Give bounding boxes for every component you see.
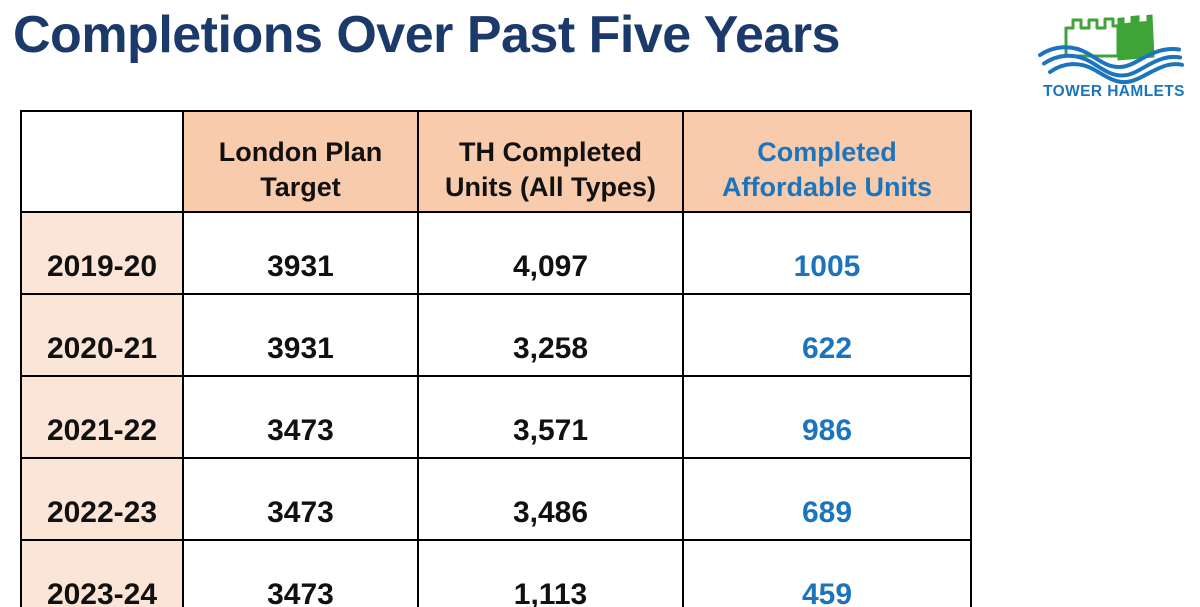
row-label-year: 2019-20 [20, 211, 184, 295]
logo-wordmark: TOWER HAMLETS [1043, 83, 1185, 100]
header-line: Units (All Types) [444, 172, 657, 203]
header-th-completed-units: TH Completed Units (All Types) [417, 110, 684, 213]
castle-front-face [1064, 17, 1120, 58]
completed-affordable-units-value: 986 [682, 375, 972, 459]
table-row: 2022-23 3473 3,486 689 [20, 457, 972, 541]
row-label-year: 2023-24 [20, 539, 184, 607]
header-line: TH Completed [458, 136, 642, 167]
header-line: Completed [757, 136, 897, 167]
th-completed-units-value: 3,571 [417, 375, 684, 459]
th-completed-units-value: 1,113 [417, 539, 684, 607]
completed-affordable-units-value: 689 [682, 457, 972, 541]
london-plan-target-value: 3473 [182, 457, 419, 541]
wave-icon [1042, 53, 1182, 78]
header-london-plan-target: London Plan Target [182, 110, 419, 213]
th-completed-units-value: 4,097 [417, 211, 684, 295]
london-plan-target-value: 3931 [182, 293, 419, 377]
wave-icon [1048, 62, 1184, 85]
tower-hamlets-castle-icon: TOWER HAMLETS [1038, 14, 1185, 100]
page-title: Completions Over Past Five Years [13, 6, 840, 64]
tower-hamlets-logo: TOWER HAMLETS [1035, 4, 1193, 100]
table-row: 2020-21 3931 3,258 622 [20, 293, 972, 377]
completed-affordable-units-value: 1005 [682, 211, 972, 295]
header-line: Target [260, 172, 341, 203]
london-plan-target-value: 3473 [182, 375, 419, 459]
london-plan-target-value: 3473 [182, 539, 419, 607]
th-completed-units-value: 3,486 [417, 457, 684, 541]
table-row: 2019-20 3931 4,097 1005 [20, 211, 972, 295]
row-label-year: 2022-23 [20, 457, 184, 541]
wave-icon [1038, 45, 1181, 70]
table-row: 2021-22 3473 3,571 986 [20, 375, 972, 459]
completions-table: London Plan Target TH Completed Units (All… [20, 110, 972, 607]
header-completed-affordable-units: Completed Affordable Units [682, 110, 972, 213]
header-line: London Plan [218, 136, 383, 167]
header-line: Affordable Units [721, 172, 932, 203]
completed-affordable-units-value: 459 [682, 539, 972, 607]
header-blank-cell [20, 110, 184, 213]
row-label-year: 2021-22 [20, 375, 184, 459]
table-row: 2023-24 3473 1,113 459 [20, 539, 972, 607]
header-row: London Plan Target TH Completed Units (All… [20, 110, 972, 213]
completed-affordable-units-value: 622 [682, 293, 972, 377]
london-plan-target-value: 3931 [182, 211, 419, 295]
row-label-year: 2020-21 [20, 293, 184, 377]
th-completed-units-value: 3,258 [417, 293, 684, 377]
castle-side-face [1117, 14, 1155, 61]
